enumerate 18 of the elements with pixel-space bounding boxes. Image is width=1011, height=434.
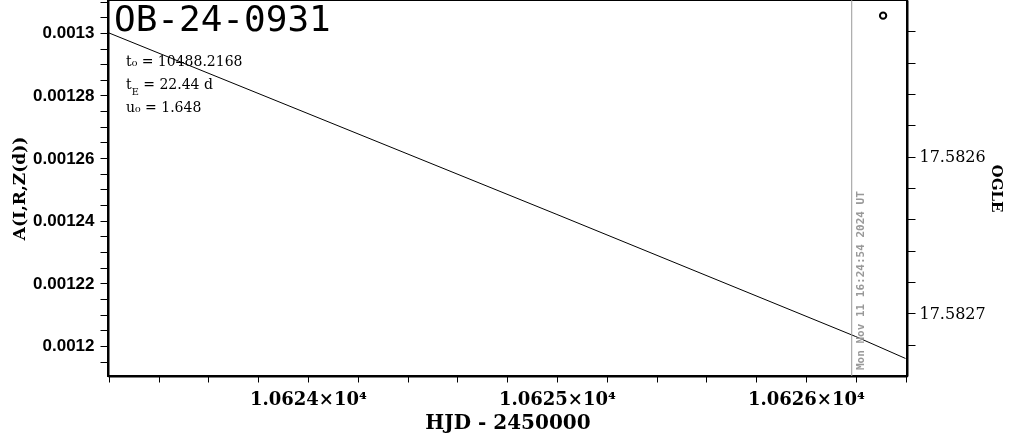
annotation: u₀ = 1.648 <box>126 99 202 115</box>
annotation: t$_{E}$ = 22.44 d <box>126 76 213 97</box>
y-axis-title: A(I,R,Z(d)) <box>9 136 30 242</box>
annotation: Mon Nov 11 16:24:54 2024 UT <box>853 190 867 371</box>
y2-tick-label: 17.5827 <box>919 303 986 323</box>
x-axis-title: HJD - 2450000 <box>425 409 591 434</box>
chart-title: OB-24-0931 <box>114 0 331 39</box>
y-tick-label: 0.00124 <box>33 211 96 231</box>
y-tick-label: 0.00122 <box>33 273 95 293</box>
y-tick-label: 0.00128 <box>33 85 95 105</box>
y-tick-label: 0.0012 <box>42 336 95 356</box>
y-tick-label: 0.00126 <box>33 148 95 168</box>
y2-axis-title: OGLE <box>987 164 1006 213</box>
y2-tick-label: 17.5826 <box>919 147 986 167</box>
x-tick-label: 1.0625×10⁴ <box>498 387 616 409</box>
x-tick-label: 1.0624×10⁴ <box>249 387 367 409</box>
x-tick-label: 1.0626×10⁴ <box>747 387 865 409</box>
y-tick-label: 0.0013 <box>42 23 95 43</box>
